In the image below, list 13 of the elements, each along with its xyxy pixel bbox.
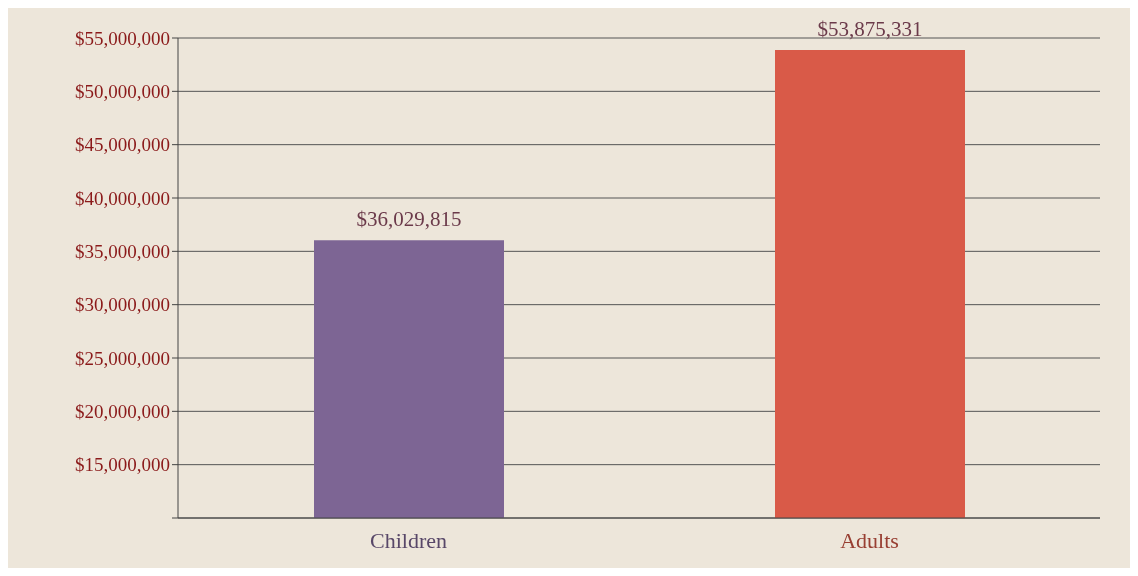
- y-tick-label: $45,000,000: [75, 134, 170, 156]
- y-tick-label: $20,000,000: [75, 401, 170, 423]
- y-tick-label: $55,000,000: [75, 27, 170, 49]
- x-tick-label: Children: [370, 528, 447, 553]
- y-tick-label: $30,000,000: [75, 294, 170, 316]
- data-label: $36,029,815: [356, 207, 462, 232]
- data-label: $53,875,331: [817, 17, 923, 41]
- y-tick-label: $25,000,000: [75, 347, 170, 369]
- y-tick-label: $40,000,000: [75, 187, 170, 209]
- x-tick-label: Adults: [840, 528, 899, 553]
- y-tick-label: $15,000,000: [75, 454, 170, 476]
- y-tick-label: $50,000,000: [75, 81, 170, 103]
- y-tick-label: $35,000,000: [75, 241, 170, 263]
